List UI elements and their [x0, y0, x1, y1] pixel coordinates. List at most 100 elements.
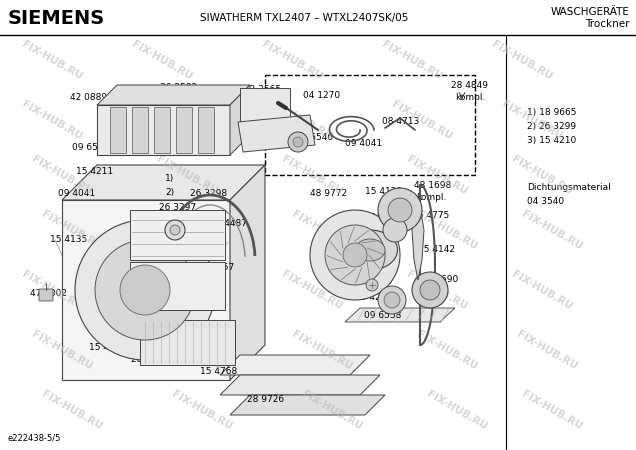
Text: 15 4135: 15 4135	[50, 235, 87, 244]
Text: 09 4041: 09 4041	[345, 139, 382, 148]
Text: 15 4193: 15 4193	[145, 144, 183, 153]
Text: FIX-HUB.RU: FIX-HUB.RU	[140, 99, 204, 141]
Text: FIX-HUB.RU: FIX-HUB.RU	[270, 99, 334, 141]
Text: FIX-HUB.RU: FIX-HUB.RU	[380, 39, 444, 81]
Text: 28 9556: 28 9556	[131, 356, 169, 364]
Circle shape	[170, 225, 180, 235]
Text: FIX-HUB.RU: FIX-HUB.RU	[280, 153, 344, 196]
Circle shape	[165, 220, 185, 240]
Text: 15 4198: 15 4198	[137, 279, 174, 288]
Text: Trockner: Trockner	[586, 19, 630, 29]
Circle shape	[412, 272, 448, 308]
Text: WASCHGERÄTE: WASCHGERÄTE	[551, 7, 630, 17]
Text: 28 9557: 28 9557	[197, 264, 234, 273]
Polygon shape	[62, 165, 265, 200]
Text: FIX-HUB.RU: FIX-HUB.RU	[20, 99, 84, 141]
Text: 3): 3)	[388, 293, 398, 302]
Text: 2): 2)	[165, 188, 174, 197]
Text: 28 9726: 28 9726	[247, 396, 284, 405]
Circle shape	[95, 240, 195, 340]
Text: FIX-HUB.RU: FIX-HUB.RU	[405, 153, 469, 196]
Text: 43 7887: 43 7887	[238, 130, 275, 140]
Text: FIX-HUB.RU: FIX-HUB.RU	[425, 389, 489, 432]
Text: FIX-HUB.RU: FIX-HUB.RU	[170, 389, 234, 432]
Text: FIX-HUB.RU: FIX-HUB.RU	[510, 269, 574, 311]
Text: FIX-HUB.RU: FIX-HUB.RU	[155, 153, 219, 196]
Text: 15 4142: 15 4142	[418, 246, 455, 255]
Text: FIX-HUB.RU: FIX-HUB.RU	[520, 209, 584, 252]
Ellipse shape	[343, 230, 398, 270]
Text: 3) 15 4210: 3) 15 4210	[527, 135, 576, 144]
Text: kompl.: kompl.	[455, 94, 485, 103]
Circle shape	[420, 280, 440, 300]
Text: FIX-HUB.RU: FIX-HUB.RU	[290, 209, 354, 252]
Polygon shape	[154, 107, 170, 153]
Ellipse shape	[355, 239, 385, 261]
FancyBboxPatch shape	[39, 289, 53, 301]
Polygon shape	[176, 107, 192, 153]
Text: FIX-HUB.RU: FIX-HUB.RU	[40, 209, 104, 252]
Text: 2) 26 3299: 2) 26 3299	[527, 122, 576, 130]
Polygon shape	[110, 107, 126, 153]
Text: FIX-HUB.RU: FIX-HUB.RU	[500, 99, 564, 141]
Text: FIX-HUB.RU: FIX-HUB.RU	[515, 328, 579, 371]
Text: 09 6558: 09 6558	[364, 310, 401, 320]
Text: FIX-HUB.RU: FIX-HUB.RU	[290, 328, 354, 371]
Text: 14 3765: 14 3765	[355, 278, 392, 287]
Text: FIX-HUB.RU: FIX-HUB.RU	[510, 153, 574, 196]
Text: FIX-HUB.RU: FIX-HUB.RU	[520, 389, 584, 432]
Circle shape	[383, 218, 407, 242]
Text: FIX-HUB.RU: FIX-HUB.RU	[20, 39, 84, 81]
Text: 28 4849: 28 4849	[451, 81, 488, 90]
Polygon shape	[220, 355, 370, 375]
Text: SIEMENS: SIEMENS	[8, 9, 105, 27]
Text: 1): 1)	[165, 174, 174, 183]
Text: kompl.: kompl.	[416, 194, 446, 202]
Text: 08 4713: 08 4713	[382, 117, 419, 126]
Text: 09 6440: 09 6440	[166, 217, 203, 226]
Polygon shape	[230, 85, 250, 155]
Text: FIX-HUB.RU: FIX-HUB.RU	[415, 209, 479, 252]
Text: 48 1698: 48 1698	[414, 181, 452, 190]
Text: 04 1270: 04 1270	[303, 90, 340, 99]
Text: 48 9772: 48 9772	[310, 189, 347, 198]
Polygon shape	[220, 375, 380, 395]
Text: 42 3565: 42 3565	[244, 86, 281, 94]
Bar	[265, 75, 475, 175]
Text: FIX-HUB.RU: FIX-HUB.RU	[390, 99, 454, 141]
Text: FIX-HUB.RU: FIX-HUB.RU	[490, 39, 554, 81]
Text: 36 2502: 36 2502	[160, 84, 197, 93]
Polygon shape	[412, 215, 424, 280]
Circle shape	[293, 137, 303, 147]
Text: FIX-HUB.RU: FIX-HUB.RU	[280, 269, 344, 311]
Text: 42 0889: 42 0889	[70, 94, 107, 103]
Circle shape	[366, 279, 378, 291]
Circle shape	[384, 292, 400, 308]
Text: FIX-HUB.RU: FIX-HUB.RU	[415, 328, 479, 371]
Polygon shape	[62, 200, 230, 380]
Text: 09 4041: 09 4041	[58, 189, 95, 198]
Circle shape	[288, 132, 308, 152]
Polygon shape	[140, 320, 235, 365]
Text: 15 4179: 15 4179	[92, 328, 129, 337]
Text: FIX-HUB.RU: FIX-HUB.RU	[150, 269, 214, 311]
Text: 09 6552: 09 6552	[72, 144, 109, 153]
Text: FIX-HUB.RU: FIX-HUB.RU	[160, 328, 224, 371]
Polygon shape	[238, 115, 315, 152]
Polygon shape	[132, 107, 148, 153]
Text: FIX-HUB.RU: FIX-HUB.RU	[30, 328, 94, 371]
Text: FIX-HUB.RU: FIX-HUB.RU	[130, 39, 194, 81]
Text: FIX-HUB.RU: FIX-HUB.RU	[260, 39, 324, 81]
Polygon shape	[230, 165, 265, 380]
Circle shape	[120, 265, 170, 315]
Circle shape	[343, 243, 367, 267]
Text: FIX-HUB.RU: FIX-HUB.RU	[30, 153, 94, 196]
Text: 15 4211: 15 4211	[76, 167, 113, 176]
Text: SIWATHERM TXL2407 – WTXL2407SK/05: SIWATHERM TXL2407 – WTXL2407SK/05	[200, 13, 408, 23]
Polygon shape	[130, 262, 225, 310]
Text: FIX-HUB.RU: FIX-HUB.RU	[405, 269, 469, 311]
Text: 48 1690: 48 1690	[421, 275, 459, 284]
Text: 15 4129: 15 4129	[365, 188, 402, 197]
Circle shape	[310, 210, 400, 300]
Text: Dichtungsmaterial: Dichtungsmaterial	[527, 184, 611, 193]
